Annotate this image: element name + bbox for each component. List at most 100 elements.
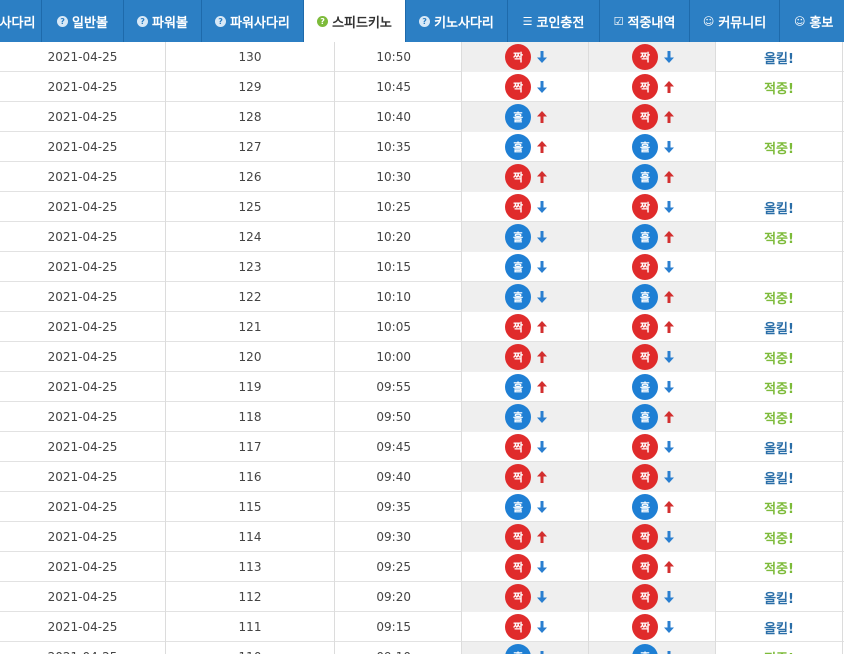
tab-ladder[interactable]: 사다리 xyxy=(0,0,42,42)
result-1-cell: 짝 xyxy=(462,582,589,612)
time-cell: 09:15 xyxy=(335,612,462,642)
date-cell: 2021-04-25 xyxy=(0,222,166,252)
tab-coin-charge[interactable]: ☰ 코인충전 xyxy=(508,0,600,42)
result-badge: 적중! xyxy=(716,402,843,432)
result-2-cell: 짝 xyxy=(589,582,716,612)
result-badge: 적중! xyxy=(716,372,843,402)
arrow-down-icon xyxy=(535,259,549,275)
result-1-cell: 홀 xyxy=(462,132,589,162)
round-cell: 121 xyxy=(166,312,335,342)
round-cell: 113 xyxy=(166,552,335,582)
time-cell: 09:25 xyxy=(335,552,462,582)
odd-even-ball: 짝 xyxy=(505,74,531,100)
result-1-cell: 짝 xyxy=(462,432,589,462)
result-2-cell: 짝 xyxy=(589,432,716,462)
time-cell: 09:45 xyxy=(335,432,462,462)
result-1-cell: 짝 xyxy=(462,312,589,342)
odd-even-ball: 홀 xyxy=(505,284,531,310)
tab-keno-ladder[interactable]: ? 키노사다리 xyxy=(406,0,508,42)
result-1-cell: 짝 xyxy=(462,612,589,642)
date-cell: 2021-04-25 xyxy=(0,402,166,432)
odd-even-ball: 짝 xyxy=(505,584,531,610)
result-1-cell: 홀 xyxy=(462,402,589,432)
time-cell: 09:20 xyxy=(335,582,462,612)
date-cell: 2021-04-25 xyxy=(0,582,166,612)
result-1-cell: 홀 xyxy=(462,102,589,132)
tab-community[interactable]: ☺ 커뮤니티 xyxy=(690,0,780,42)
result-1-cell: 짝 xyxy=(462,462,589,492)
tab-speed-keno[interactable]: ? 스피드키노 xyxy=(304,0,406,42)
result-badge xyxy=(716,162,843,192)
round-cell: 130 xyxy=(166,42,335,72)
result-badge: 적중! xyxy=(716,522,843,552)
arrow-up-icon xyxy=(535,169,549,185)
result-badge: 올킬! xyxy=(716,312,843,342)
time-cell: 10:40 xyxy=(335,102,462,132)
odd-even-ball: 짝 xyxy=(632,194,658,220)
odd-even-ball: 홀 xyxy=(505,254,531,280)
table-row: 2021-04-25 122 10:10 홀 홀 적중! xyxy=(0,282,844,312)
arrow-down-icon xyxy=(662,439,676,455)
odd-even-ball: 홀 xyxy=(505,404,531,430)
time-cell: 09:40 xyxy=(335,462,462,492)
odd-even-ball: 짝 xyxy=(505,554,531,580)
result-badge: 올킬! xyxy=(716,612,843,642)
arrow-down-icon xyxy=(535,49,549,65)
tab-powerball[interactable]: ? 파워볼 xyxy=(124,0,202,42)
odd-even-ball: 짝 xyxy=(632,524,658,550)
arrow-up-icon xyxy=(535,319,549,335)
arrow-down-icon xyxy=(662,469,676,485)
odd-even-ball: 홀 xyxy=(505,224,531,250)
result-badge: 적중! xyxy=(716,552,843,582)
date-cell: 2021-04-25 xyxy=(0,642,166,654)
odd-even-ball: 홀 xyxy=(505,494,531,520)
time-cell: 09:55 xyxy=(335,372,462,402)
table-row: 2021-04-25 115 09:35 홀 홀 적중! xyxy=(0,492,844,522)
arrow-up-icon xyxy=(662,319,676,335)
result-2-cell: 짝 xyxy=(589,522,716,552)
odd-even-ball: 홀 xyxy=(632,134,658,160)
result-badge: 올킬! xyxy=(716,42,843,72)
arrow-up-icon xyxy=(662,409,676,425)
result-badge: 적중! xyxy=(716,492,843,522)
odd-even-ball: 짝 xyxy=(632,464,658,490)
arrow-up-icon xyxy=(662,79,676,95)
result-2-cell: 짝 xyxy=(589,612,716,642)
odd-even-ball: 짝 xyxy=(505,434,531,460)
arrow-down-icon xyxy=(535,439,549,455)
tab-hit-history[interactable]: ☑ 적중내역 xyxy=(600,0,690,42)
result-2-cell: 홀 xyxy=(589,402,716,432)
tab-promo[interactable]: ☺ 홍보 xyxy=(780,0,844,42)
table-row: 2021-04-25 129 10:45 짝 짝 적중! xyxy=(0,72,844,102)
result-1-cell: 짝 xyxy=(462,192,589,222)
result-2-cell: 홀 xyxy=(589,282,716,312)
arrow-up-icon xyxy=(662,109,676,125)
result-badge: 적중! xyxy=(716,222,843,252)
tab-label: 키노사다리 xyxy=(434,15,494,31)
question-circle-icon: ? xyxy=(317,15,329,27)
tab-normal-ball[interactable]: ? 일반볼 xyxy=(42,0,124,42)
tab-label: 적중내역 xyxy=(627,15,676,31)
round-cell: 126 xyxy=(166,162,335,192)
result-2-cell: 짝 xyxy=(589,102,716,132)
round-cell: 119 xyxy=(166,372,335,402)
arrow-down-icon xyxy=(535,649,549,654)
result-badge: 올킬! xyxy=(716,432,843,462)
arrow-down-icon xyxy=(535,79,549,95)
round-cell: 125 xyxy=(166,192,335,222)
odd-even-ball: 짝 xyxy=(632,344,658,370)
date-cell: 2021-04-25 xyxy=(0,432,166,462)
main-nav: 사다리 ? 일반볼 ? 파워볼 ? 파워사다리 ? 스피드키노 ? 키노사다리 … xyxy=(0,0,844,42)
table-row: 2021-04-25 119 09:55 홀 홀 적중! xyxy=(0,372,844,402)
arrow-down-icon xyxy=(535,499,549,515)
arrow-up-icon xyxy=(535,529,549,545)
tab-power-ladder[interactable]: ? 파워사다리 xyxy=(202,0,304,42)
result-badge: 적중! xyxy=(716,72,843,102)
checkbox-icon: ☑ xyxy=(613,14,624,28)
time-cell: 10:35 xyxy=(335,132,462,162)
arrow-up-icon xyxy=(662,289,676,305)
time-cell: 09:35 xyxy=(335,492,462,522)
table-row: 2021-04-25 117 09:45 짝 짝 올킬! xyxy=(0,432,844,462)
odd-even-ball: 홀 xyxy=(632,644,658,654)
odd-even-ball: 짝 xyxy=(632,584,658,610)
